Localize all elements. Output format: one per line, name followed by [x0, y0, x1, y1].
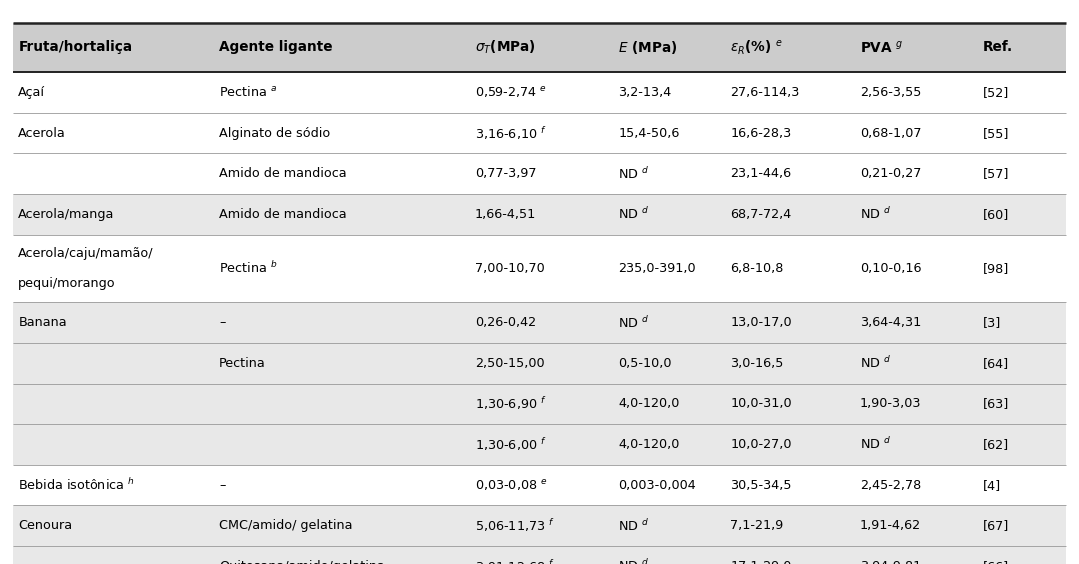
Bar — [13, 153, 1066, 194]
Text: 1,91-4,62: 1,91-4,62 — [860, 519, 921, 532]
Text: Quitosana/amido/gelatina: Quitosana/amido/gelatina — [219, 559, 385, 564]
Text: 7,1-21,9: 7,1-21,9 — [730, 519, 783, 532]
Text: 4,0-120,0: 4,0-120,0 — [618, 397, 680, 411]
Text: [57]: [57] — [983, 167, 1009, 180]
Bar — [13, 113, 1066, 153]
Text: –: – — [219, 478, 226, 492]
Text: Alginato de sódio: Alginato de sódio — [219, 126, 330, 140]
Text: [66]: [66] — [983, 559, 1009, 564]
Text: Acerola/caju/mamão/: Acerola/caju/mamão/ — [18, 247, 154, 260]
Bar — [13, 465, 1066, 505]
Text: 10,0-31,0: 10,0-31,0 — [730, 397, 792, 411]
Text: 1,90-3,03: 1,90-3,03 — [860, 397, 921, 411]
Bar — [13, 424, 1066, 465]
Text: Fruta/hortaliça: Fruta/hortaliça — [18, 41, 133, 54]
Text: ND $^d$: ND $^d$ — [618, 558, 650, 564]
Text: 30,5-34,5: 30,5-34,5 — [730, 478, 792, 492]
Text: 2,45-2,78: 2,45-2,78 — [860, 478, 921, 492]
Text: –: – — [219, 316, 226, 329]
Text: 15,4-50,6: 15,4-50,6 — [618, 126, 680, 140]
Text: Amido de mandioca: Amido de mandioca — [219, 208, 346, 221]
Text: [60]: [60] — [983, 208, 1009, 221]
Text: 0,10-0,16: 0,10-0,16 — [860, 262, 921, 275]
Text: Banana: Banana — [18, 316, 67, 329]
Text: Ref.: Ref. — [983, 41, 1013, 54]
Text: 27,6-114,3: 27,6-114,3 — [730, 86, 800, 99]
Text: 1,30-6,00 $^f$: 1,30-6,00 $^f$ — [475, 436, 547, 453]
Text: 3,91-12,68 $^f$: 3,91-12,68 $^f$ — [475, 558, 555, 564]
Text: 17,1-29,0: 17,1-29,0 — [730, 559, 792, 564]
Bar — [13, 302, 1066, 343]
Text: 0,03-0,08 $^e$: 0,03-0,08 $^e$ — [475, 478, 547, 492]
Text: ND $^d$: ND $^d$ — [860, 355, 891, 371]
Text: [4]: [4] — [983, 478, 1001, 492]
Text: Bebida isotônica $^h$: Bebida isotônica $^h$ — [18, 477, 135, 493]
Text: Acerola/manga: Acerola/manga — [18, 208, 114, 221]
Text: ND $^d$: ND $^d$ — [618, 315, 650, 331]
Text: 3,94-9,81: 3,94-9,81 — [860, 559, 921, 564]
Bar — [13, 546, 1066, 564]
Text: 13,0-17,0: 13,0-17,0 — [730, 316, 792, 329]
Text: 0,21-0,27: 0,21-0,27 — [860, 167, 921, 180]
Text: $\varepsilon_R$(%) $^e$: $\varepsilon_R$(%) $^e$ — [730, 38, 783, 56]
Text: Cenoura: Cenoura — [18, 519, 72, 532]
Text: 16,6-28,3: 16,6-28,3 — [730, 126, 792, 140]
Text: 0,59-2,74 $^e$: 0,59-2,74 $^e$ — [475, 85, 547, 100]
Text: CMC/amido/ gelatina: CMC/amido/ gelatina — [219, 519, 353, 532]
Text: 1,66-4,51: 1,66-4,51 — [475, 208, 536, 221]
Text: 0,26-0,42: 0,26-0,42 — [475, 316, 536, 329]
Text: [98]: [98] — [983, 262, 1009, 275]
Text: [3]: [3] — [983, 316, 1001, 329]
Bar — [13, 235, 1066, 302]
Bar — [13, 194, 1066, 235]
Bar — [13, 505, 1066, 546]
Text: 5,06-11,73 $^f$: 5,06-11,73 $^f$ — [475, 517, 555, 534]
Text: $E$ (MPa): $E$ (MPa) — [618, 39, 678, 56]
Text: [63]: [63] — [983, 397, 1009, 411]
Text: [64]: [64] — [983, 356, 1009, 370]
Text: 1,30-6,90 $^f$: 1,30-6,90 $^f$ — [475, 395, 547, 412]
Text: ND $^d$: ND $^d$ — [860, 437, 891, 452]
Text: 10,0-27,0: 10,0-27,0 — [730, 438, 792, 451]
Text: ND $^d$: ND $^d$ — [618, 518, 650, 534]
Text: 0,77-3,97: 0,77-3,97 — [475, 167, 536, 180]
Text: 7,00-10,70: 7,00-10,70 — [475, 262, 545, 275]
Text: 0,5-10,0: 0,5-10,0 — [618, 356, 672, 370]
Text: 23,1-44,6: 23,1-44,6 — [730, 167, 792, 180]
Text: 2,50-15,00: 2,50-15,00 — [475, 356, 545, 370]
Text: [62]: [62] — [983, 438, 1009, 451]
Text: 3,0-16,5: 3,0-16,5 — [730, 356, 783, 370]
Text: ND $^d$: ND $^d$ — [618, 166, 650, 182]
Text: Amido de mandioca: Amido de mandioca — [219, 167, 346, 180]
Text: $\sigma_T$(MPa): $\sigma_T$(MPa) — [475, 39, 535, 56]
Text: Pectina: Pectina — [219, 356, 265, 370]
Bar — [13, 23, 1066, 72]
Text: Acerola: Acerola — [18, 126, 66, 140]
Bar — [13, 72, 1066, 113]
Text: 2,56-3,55: 2,56-3,55 — [860, 86, 921, 99]
Text: 3,16-6,10 $^f$: 3,16-6,10 $^f$ — [475, 125, 547, 142]
Text: Agente ligante: Agente ligante — [219, 41, 332, 54]
Text: [67]: [67] — [983, 519, 1009, 532]
Text: 3,64-4,31: 3,64-4,31 — [860, 316, 921, 329]
Text: ND $^d$: ND $^d$ — [618, 206, 650, 222]
Text: Açaí: Açaí — [18, 86, 45, 99]
Text: [55]: [55] — [983, 126, 1009, 140]
Bar — [13, 343, 1066, 384]
Text: 4,0-120,0: 4,0-120,0 — [618, 438, 680, 451]
Bar — [13, 384, 1066, 424]
Text: 0,003-0,004: 0,003-0,004 — [618, 478, 696, 492]
Text: 3,2-13,4: 3,2-13,4 — [618, 86, 671, 99]
Text: Pectina $^a$: Pectina $^a$ — [219, 86, 277, 99]
Text: pequi/morango: pequi/morango — [18, 277, 115, 290]
Text: 6,8-10,8: 6,8-10,8 — [730, 262, 783, 275]
Text: Pectina $^b$: Pectina $^b$ — [219, 261, 277, 276]
Text: 0,68-1,07: 0,68-1,07 — [860, 126, 921, 140]
Text: ND $^d$: ND $^d$ — [860, 206, 891, 222]
Text: 235,0-391,0: 235,0-391,0 — [618, 262, 696, 275]
Text: PVA $^g$: PVA $^g$ — [860, 39, 903, 55]
Text: 68,7-72,4: 68,7-72,4 — [730, 208, 792, 221]
Text: [52]: [52] — [983, 86, 1009, 99]
